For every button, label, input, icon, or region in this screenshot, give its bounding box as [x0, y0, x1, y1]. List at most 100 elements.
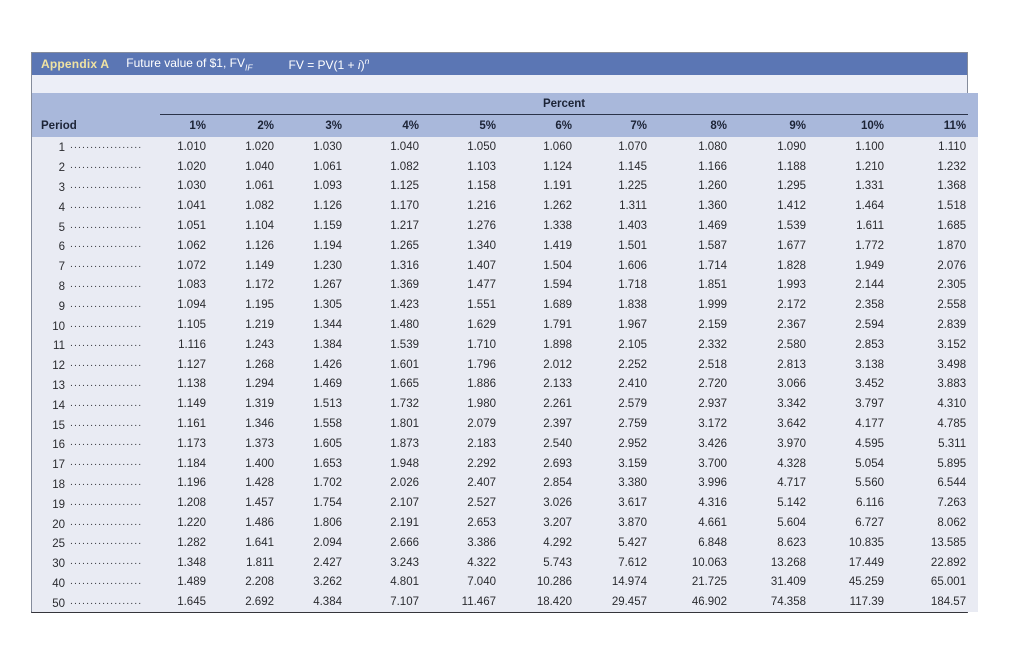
table-row: 18...................... 1.196 1.428 1.702 2…	[32, 474, 978, 494]
value-cell: 1.369	[390, 279, 419, 292]
value-cell: 2.813	[777, 358, 806, 371]
appendix-label: Appendix A	[41, 57, 110, 71]
period-number: 5	[58, 221, 65, 234]
leader-dots: ......................	[70, 594, 142, 607]
value-cell: 1.104	[245, 220, 274, 233]
value-cell: 1.513	[313, 398, 342, 411]
period-cell: 17......................	[32, 454, 160, 474]
value-cell: 1.400	[245, 457, 274, 470]
titlebar: Appendix A Future value of $1, FVIF FV =…	[32, 53, 967, 75]
value-cell: 46.902	[691, 596, 727, 609]
formula-prefix: FV = PV(1 +	[288, 58, 358, 72]
value-cell: 7.612	[618, 556, 647, 569]
value-cell: 3.159	[618, 457, 647, 470]
value-cell: 1.126	[245, 239, 274, 252]
value-cell: 4.801	[390, 576, 419, 589]
value-cell: 2.172	[777, 299, 806, 312]
value-cell: 2.693	[543, 457, 572, 470]
value-cell: 1.262	[543, 200, 572, 213]
leader-dots: ......................	[70, 396, 142, 409]
value-cell: 2.518	[698, 358, 727, 371]
period-cell: 11......................	[32, 335, 160, 355]
value-cell: 3.452	[855, 378, 884, 391]
value-cell: 2.144	[855, 279, 884, 292]
value-cell: 184.57	[930, 596, 967, 609]
period-cell: 18......................	[32, 474, 160, 494]
value-cell: 1.426	[313, 358, 342, 371]
value-cell: 4.328	[777, 457, 806, 470]
table-row: 19...................... 1.208 1.457 1.754 2…	[32, 493, 978, 513]
table-row: 3...................... 1.030 1.061 1.093 1.…	[32, 177, 978, 197]
value-cell: 1.149	[245, 259, 274, 272]
table-row: 2...................... 1.020 1.040 1.061 1.…	[32, 157, 978, 177]
value-cell: 1.020	[245, 140, 274, 153]
period-cell: 19......................	[32, 493, 160, 513]
value-cell: 1.149	[177, 398, 206, 411]
value-cell: 1.806	[313, 517, 342, 530]
value-cell: 2.358	[855, 299, 884, 312]
period-cell: 40......................	[32, 573, 160, 593]
value-cell: 1.105	[177, 319, 206, 332]
value-cell: 1.103	[467, 160, 496, 173]
value-cell: 1.558	[313, 418, 342, 431]
value-cell: 1.062	[177, 239, 206, 252]
period-number: 6	[58, 241, 65, 254]
value-cell: 1.428	[245, 477, 274, 490]
value-cell: 1.641	[245, 536, 274, 549]
value-cell: 1.469	[313, 378, 342, 391]
value-cell: 117.39	[849, 596, 884, 609]
value-cell: 1.051	[177, 220, 206, 233]
value-cell: 1.196	[177, 477, 206, 490]
value-cell: 2.579	[618, 398, 647, 411]
value-cell: 1.480	[390, 319, 419, 332]
value-cell: 3.172	[698, 418, 727, 431]
period-cell: 14......................	[32, 394, 160, 414]
period-cell: 1......................	[32, 137, 160, 157]
table-row: 4...................... 1.041 1.082 1.126 1.…	[32, 196, 978, 216]
value-cell: 2.094	[313, 536, 342, 549]
value-cell: 2.427	[313, 556, 342, 569]
value-cell: 1.486	[245, 517, 274, 530]
period-number: 11	[53, 340, 65, 353]
table-row: 17...................... 1.184 1.400 1.653 1…	[32, 454, 978, 474]
leader-dots: ......................	[70, 376, 142, 389]
value-cell: 1.319	[245, 398, 274, 411]
value-cell: 1.368	[937, 180, 967, 193]
percent-column-header: 3%	[325, 120, 342, 132]
period-cell: 20......................	[32, 513, 160, 533]
value-cell: 5.743	[543, 556, 572, 569]
value-cell: 14.974	[611, 576, 647, 589]
value-cell: 1.138	[177, 378, 206, 391]
value-cell: 1.305	[313, 299, 342, 312]
period-cell: 16......................	[32, 434, 160, 454]
period-cell: 13......................	[32, 375, 160, 395]
period-number: 3	[58, 181, 65, 194]
table-row: 7...................... 1.072 1.149 1.230 1.…	[32, 256, 978, 276]
leader-dots: ......................	[70, 159, 142, 172]
value-cell: 1.949	[855, 259, 884, 272]
gap-band	[32, 75, 967, 93]
value-cell: 4.310	[937, 398, 967, 411]
value-cell: 1.873	[390, 437, 419, 450]
value-cell: 1.166	[698, 160, 727, 173]
period-number: 50	[52, 597, 65, 610]
value-cell: 4.595	[855, 437, 884, 450]
value-cell: 1.407	[467, 259, 496, 272]
table-row: 11...................... 1.116 1.243 1.384 1…	[32, 335, 978, 355]
table-title: Future value of $1, FVIF	[126, 56, 252, 72]
value-cell: 3.386	[467, 536, 496, 549]
value-cell: 1.539	[777, 220, 806, 233]
value-cell: 1.260	[698, 180, 727, 193]
value-cell: 1.594	[543, 279, 572, 292]
period-number: 40	[52, 577, 65, 590]
table-row: 1...................... 1.010 1.020 1.030 1.…	[32, 137, 978, 157]
value-cell: 1.170	[390, 200, 419, 213]
value-cell: 2.653	[467, 517, 496, 530]
value-cell: 1.020	[177, 160, 206, 173]
value-cell: 1.116	[178, 338, 206, 351]
percent-group-cell: Percent	[160, 93, 978, 115]
value-cell: 1.653	[313, 457, 342, 470]
value-cell: 65.001	[930, 576, 967, 589]
value-cell: 1.225	[618, 180, 647, 193]
value-cell: 1.159	[313, 220, 342, 233]
